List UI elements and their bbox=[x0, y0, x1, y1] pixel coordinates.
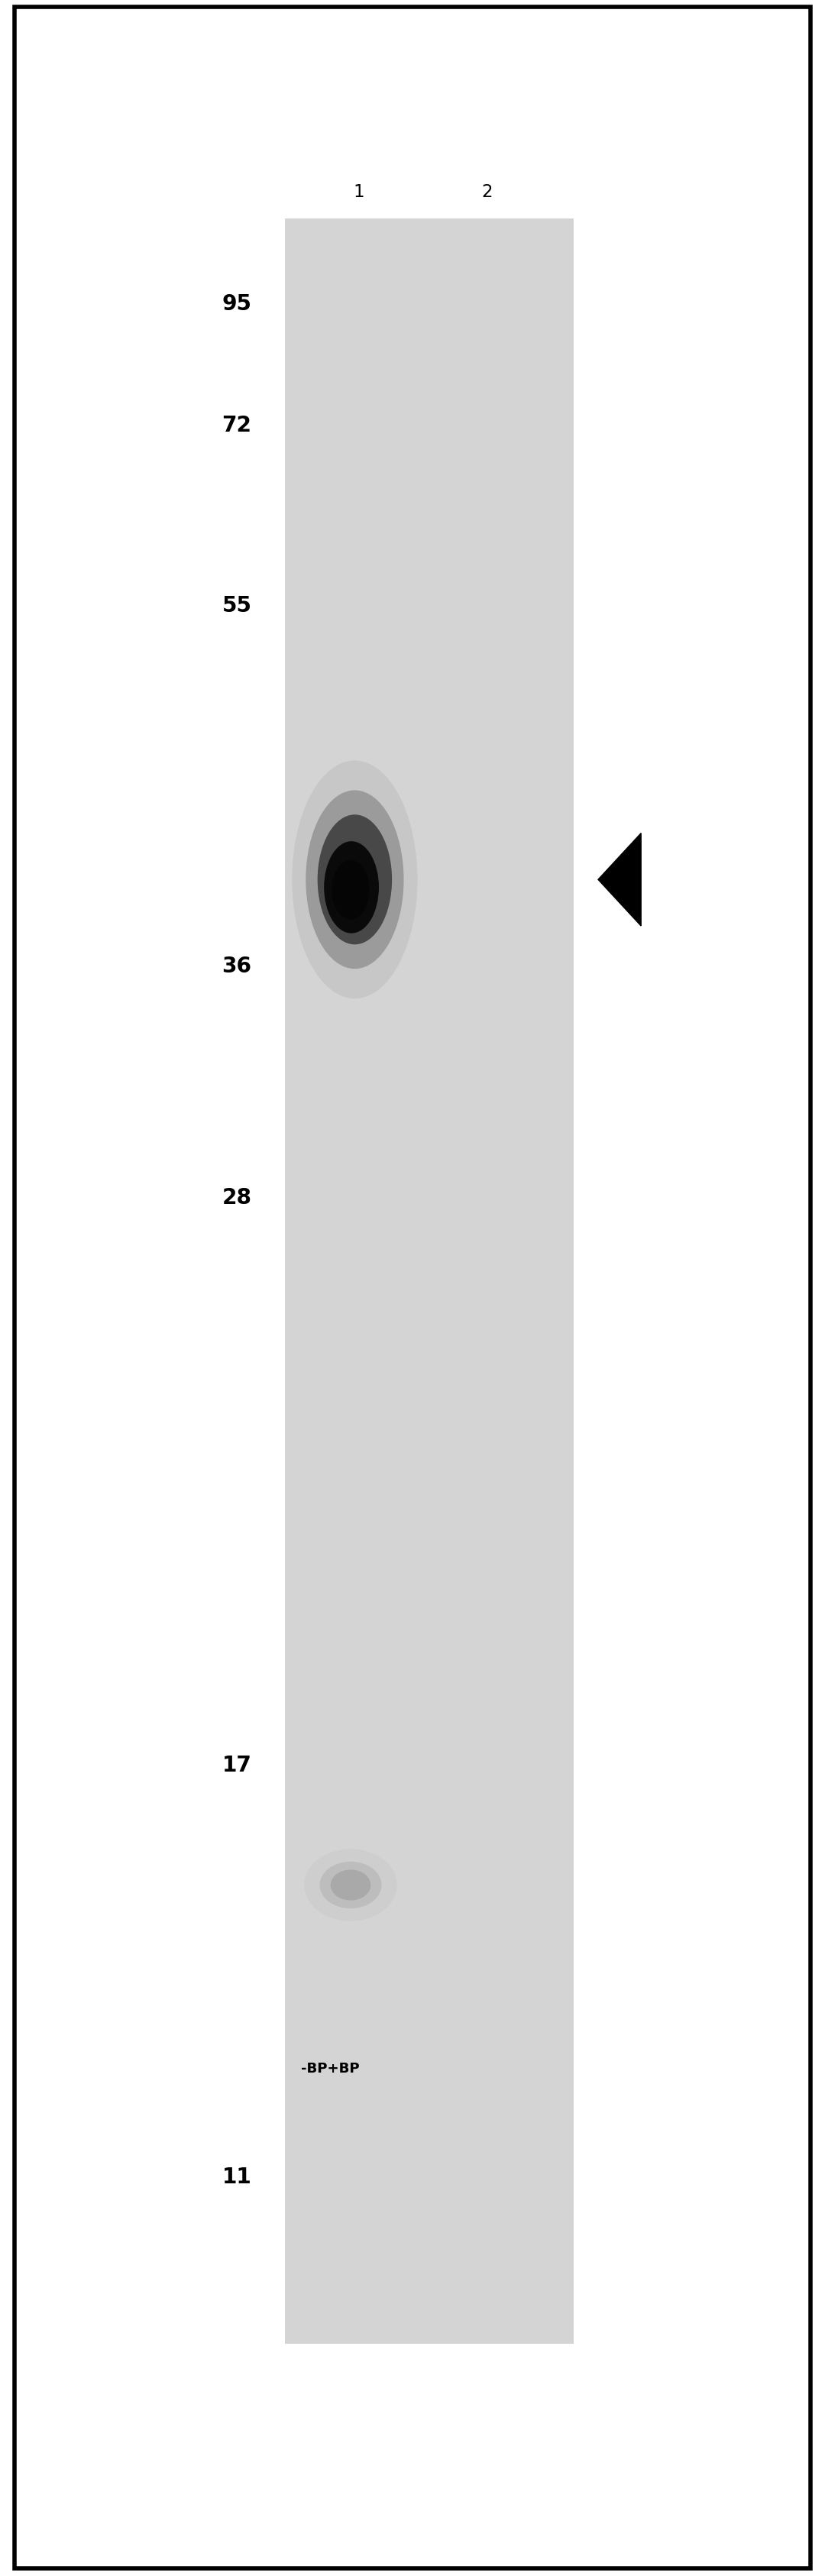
Text: 28: 28 bbox=[222, 1188, 252, 1208]
Ellipse shape bbox=[332, 860, 370, 920]
Bar bbox=[285, 219, 573, 2344]
Text: 55: 55 bbox=[222, 595, 252, 616]
Text: 1: 1 bbox=[353, 183, 365, 201]
Polygon shape bbox=[598, 835, 641, 927]
Ellipse shape bbox=[320, 1862, 381, 1909]
Text: 72: 72 bbox=[222, 415, 252, 435]
Text: -BP+BP: -BP+BP bbox=[301, 2061, 360, 2074]
Text: 11: 11 bbox=[222, 2166, 252, 2187]
Text: 36: 36 bbox=[222, 956, 252, 976]
Text: 17: 17 bbox=[222, 1754, 252, 1775]
Text: 2: 2 bbox=[481, 183, 493, 201]
Ellipse shape bbox=[331, 1870, 370, 1901]
Ellipse shape bbox=[292, 760, 417, 999]
Text: 95: 95 bbox=[222, 294, 252, 314]
Ellipse shape bbox=[306, 791, 403, 969]
Ellipse shape bbox=[318, 814, 392, 945]
Ellipse shape bbox=[304, 1850, 397, 1922]
Ellipse shape bbox=[324, 842, 379, 933]
